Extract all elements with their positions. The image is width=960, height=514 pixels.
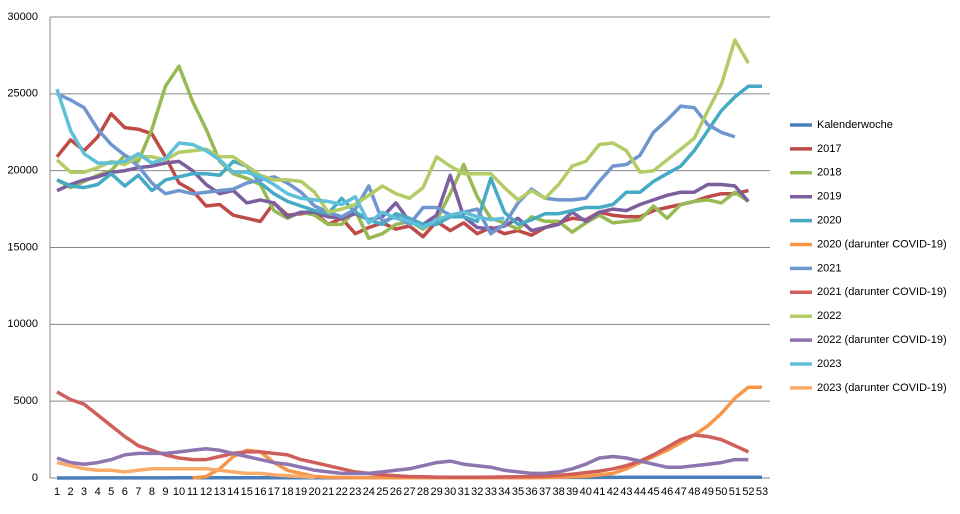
x-tick-label: 27 [403,486,415,498]
x-tick-label: 31 [458,486,470,498]
x-tick-label: 14 [227,486,239,498]
y-tick-label: 5000 [14,395,38,407]
x-tick-label: 40 [580,486,592,498]
y-tick-label: 30000 [7,11,38,23]
x-tick-label: 17 [268,486,280,498]
x-tick-label: 20 [308,486,320,498]
x-tick-label: 37 [539,486,551,498]
x-tick-label: 22 [336,486,348,498]
series-line [56,159,750,233]
x-tick-label: 42 [607,486,619,498]
legend-label: 2021 [817,262,841,274]
x-tick-label: 44 [634,486,646,498]
x-tick-label: 2 [67,486,73,498]
y-tick-label: 20000 [7,165,38,177]
legend-label: 2022 [817,310,841,322]
series-line [55,112,749,239]
series-line [55,38,750,214]
legend-label: 2022 (darunter COVID-19) [817,334,947,346]
series-line [56,460,315,479]
x-tick-label: 21 [322,486,334,498]
x-tick-label: 50 [715,486,727,498]
legend-label: 2023 [817,358,841,370]
y-tick-label: 15000 [7,241,38,253]
x-tick-label: 51 [729,486,741,498]
series-line [56,64,750,241]
x-tick-label: 53 [756,486,768,498]
x-tick-label: 4 [95,486,101,498]
x-tick-label: 6 [122,486,128,498]
x-tick-label: 24 [363,486,375,498]
x-tick-label: 52 [742,486,754,498]
x-tick-label: 38 [553,486,565,498]
x-tick-label: 43 [620,486,632,498]
x-tick-label: 41 [593,486,605,498]
y-tick-label: 0 [32,472,38,484]
legend-label: 2019 [817,191,841,203]
x-tick-label: 25 [376,486,388,498]
x-tick-label: 46 [661,486,673,498]
x-tick-label: 5 [108,486,114,498]
y-tick-label: 10000 [7,318,38,330]
y-tick-label: 25000 [7,88,38,100]
legend-label: 2020 [817,215,841,227]
series-line [56,390,750,479]
x-tick-label: 45 [647,486,659,498]
x-tick-label: 47 [675,486,687,498]
x-tick-label: 11 [187,486,198,498]
series-line [56,84,762,227]
x-tick-label: 8 [149,486,155,498]
x-tick-label: 26 [390,486,402,498]
x-tick-label: 7 [135,486,141,498]
x-tick-label: 18 [281,486,293,498]
legend-label: Kalenderwoche [817,119,893,131]
x-tick-label: 12 [200,486,212,498]
x-tick-label: 34 [498,486,510,498]
legend-label: 2020 (darunter COVID-19) [817,238,947,250]
legend-label: 2017 [817,143,841,155]
x-tick-label: 9 [162,486,168,498]
x-tick-label: 1 [54,486,60,498]
x-tick-label: 39 [566,486,578,498]
x-tick-label: 33 [485,486,497,498]
legend-label: 2021 (darunter COVID-19) [817,286,947,298]
x-tick-label: 10 [173,486,185,498]
legend-label: 2023 (darunter COVID-19) [817,382,947,394]
series-line [56,447,749,476]
series-line [55,88,505,230]
x-tick-label: 30 [444,486,456,498]
x-tick-label: 48 [688,486,700,498]
x-tick-label: 23 [349,486,361,498]
x-tick-label: 19 [295,486,307,498]
x-tick-label: 13 [214,486,226,498]
x-tick-label: 28 [417,486,429,498]
x-tick-label: 35 [512,486,524,498]
legend-label: 2018 [817,167,841,179]
x-tick-label: 32 [471,486,483,498]
x-tick-label: 36 [525,486,537,498]
x-tick-label: 29 [430,486,442,498]
x-tick-label: 3 [81,486,87,498]
x-tick-label: 15 [241,486,253,498]
x-tick-label: 49 [702,486,714,498]
x-tick-label: 16 [254,486,266,498]
